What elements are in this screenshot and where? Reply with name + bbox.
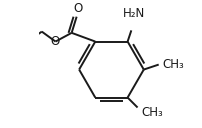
Text: O: O (51, 35, 60, 48)
Text: CH₃: CH₃ (141, 106, 162, 119)
Text: H₂N: H₂N (122, 7, 144, 20)
Text: O: O (73, 2, 82, 15)
Text: CH₃: CH₃ (162, 58, 183, 71)
